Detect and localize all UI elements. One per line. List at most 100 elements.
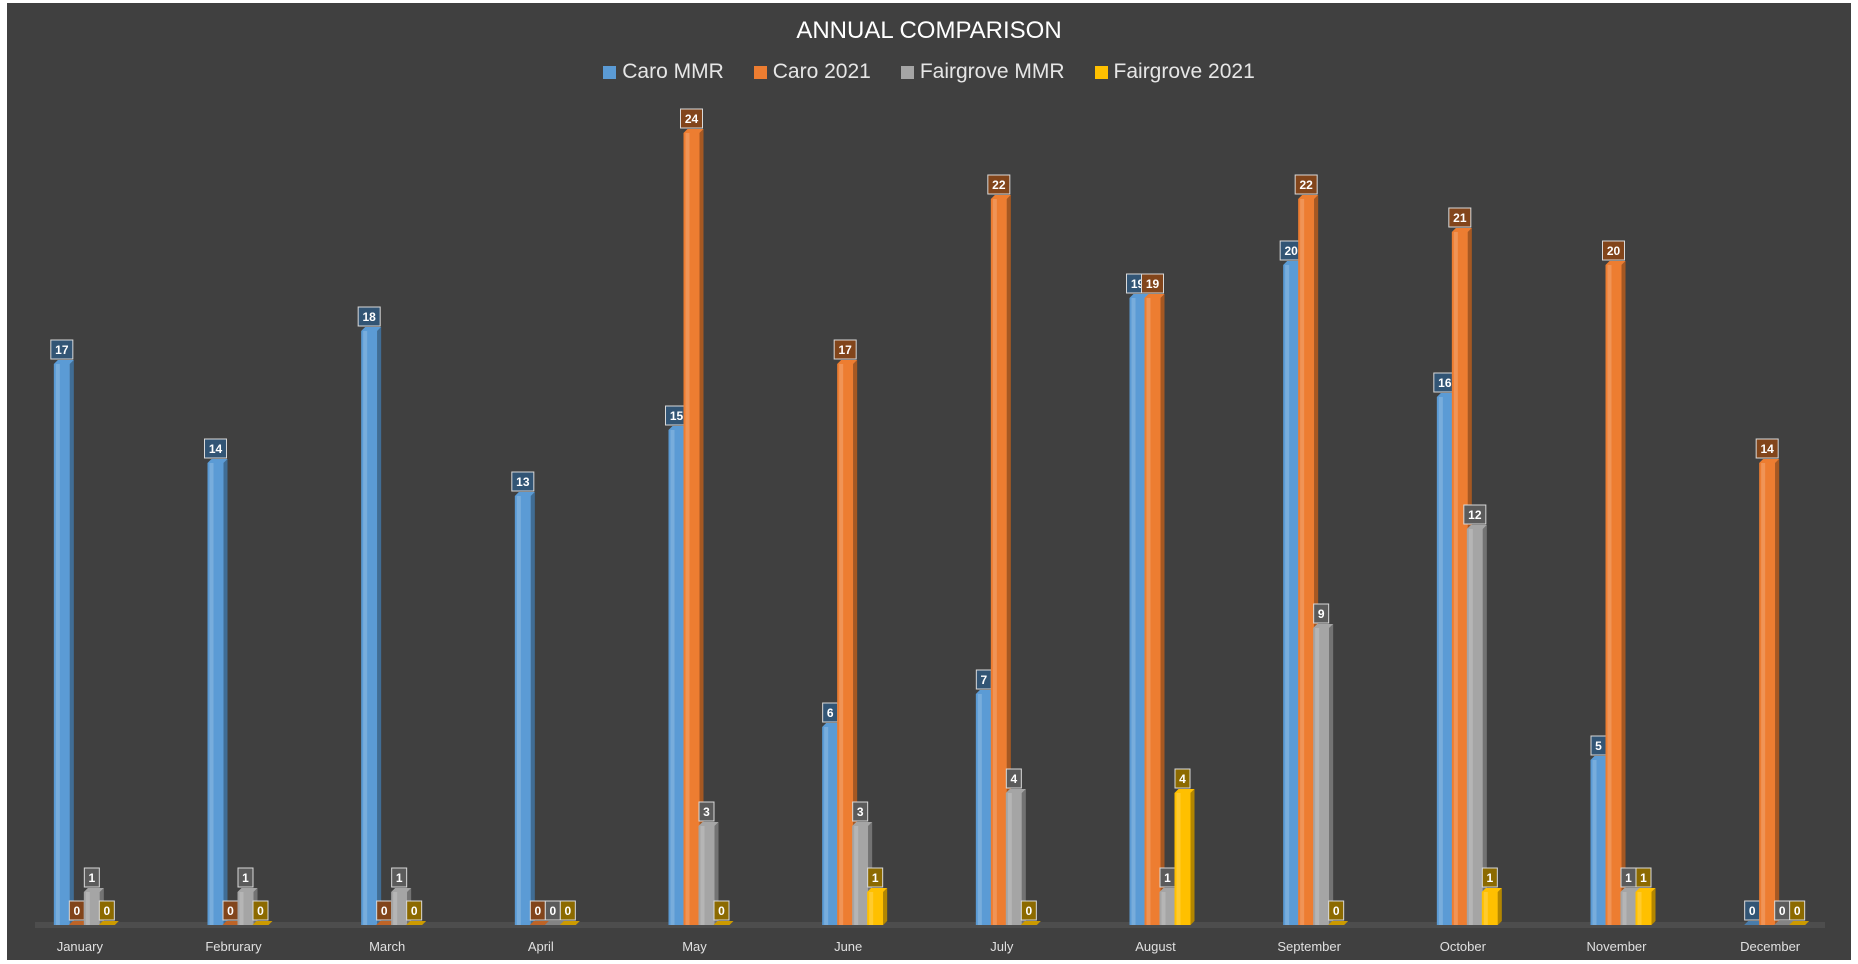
bar — [1436, 397, 1453, 925]
data-label: 0 — [549, 904, 556, 918]
bar — [1590, 760, 1607, 925]
legend-label: Caro MMR — [622, 60, 724, 83]
bar-top — [237, 888, 258, 892]
bar-side — [1482, 525, 1487, 925]
legend-swatch — [1094, 65, 1108, 79]
x-tick-label: March — [369, 939, 405, 954]
bar-highlight — [1607, 265, 1612, 925]
legend-swatch — [900, 65, 914, 79]
bar-side — [377, 327, 382, 925]
legend-entry: Caro MMR — [603, 60, 724, 84]
legend-swatch — [753, 65, 767, 79]
bar-top — [1466, 525, 1487, 529]
bar-top — [698, 822, 719, 826]
x-tick-label: June — [834, 939, 862, 954]
bar-top — [1129, 294, 1150, 298]
bar — [1298, 199, 1315, 925]
bar-highlight — [1176, 793, 1181, 925]
bar-top — [1313, 624, 1334, 628]
data-label-box — [1602, 240, 1625, 261]
bar — [1605, 265, 1622, 925]
data-label: 15 — [670, 409, 684, 423]
bar — [990, 199, 1007, 925]
data-label: 1 — [396, 871, 403, 885]
data-label-box — [1005, 768, 1022, 789]
data-label-box — [1463, 504, 1487, 525]
data-label-box — [1020, 900, 1037, 921]
data-label: 0 — [534, 904, 541, 918]
x-tick-label: August — [1135, 939, 1176, 954]
bar-highlight — [824, 727, 829, 925]
bar-top — [83, 888, 104, 892]
data-label-box — [1141, 273, 1164, 294]
data-label: 1 — [1640, 871, 1647, 885]
bar-highlight — [977, 694, 982, 925]
bar-highlight — [1468, 529, 1473, 925]
data-label: 7 — [980, 673, 987, 687]
bar-highlight — [670, 430, 675, 925]
legend: Caro MMR Caro 2021 Fairgrove MMR Fairgrove … — [7, 60, 1851, 84]
data-label: 6 — [827, 706, 834, 720]
bar — [1313, 628, 1330, 925]
bar — [822, 727, 839, 925]
data-label: 1 — [1164, 871, 1171, 885]
bar-top — [53, 360, 74, 364]
bar — [1759, 463, 1776, 925]
chart-title: ANNUAL COMPARISON — [796, 17, 1062, 44]
bar-highlight — [239, 892, 244, 925]
data-label-box — [511, 471, 535, 492]
data-label: 0 — [564, 904, 571, 918]
data-label: 0 — [257, 904, 264, 918]
bar-side — [714, 822, 719, 925]
data-label-box — [1313, 603, 1330, 624]
data-label: 0 — [1749, 904, 1756, 918]
bar-zero — [544, 921, 565, 925]
data-label: 13 — [516, 475, 530, 489]
bar-side — [69, 360, 74, 925]
bar — [1005, 793, 1022, 925]
bar-side — [223, 459, 228, 925]
bar-top — [207, 459, 228, 463]
data-label-box — [1789, 900, 1806, 921]
data-label-box — [833, 339, 857, 360]
bar-highlight — [1761, 463, 1766, 925]
data-label: 0 — [1333, 904, 1340, 918]
legend-label: Caro 2021 — [772, 60, 871, 83]
bar — [668, 430, 685, 925]
data-label: 4 — [1179, 772, 1186, 786]
bar-top — [1620, 888, 1641, 892]
bar-side — [530, 492, 535, 925]
bar-zero — [559, 921, 580, 925]
legend-label: Fairgrove MMR — [919, 60, 1065, 83]
data-label: 3 — [857, 805, 864, 819]
data-label: 17 — [838, 343, 852, 357]
bar-zero — [1789, 921, 1810, 925]
bar-highlight — [363, 331, 368, 925]
bar-highlight — [1131, 298, 1136, 925]
data-label-box — [357, 306, 381, 327]
bar-top — [1451, 228, 1472, 232]
bar-side — [1190, 789, 1195, 925]
data-label: 22 — [1299, 178, 1313, 192]
bar-top — [514, 492, 535, 496]
bar-highlight — [992, 199, 997, 925]
bar-top — [1481, 888, 1502, 892]
bar-highlight — [1300, 199, 1305, 925]
bar-top — [1635, 888, 1656, 892]
bar-highlight — [85, 892, 90, 925]
bar — [237, 892, 254, 925]
bar-highlight — [1161, 892, 1166, 925]
data-label: 0 — [73, 904, 80, 918]
bar — [1129, 298, 1146, 925]
data-label: 1 — [1486, 871, 1493, 885]
bar — [514, 496, 531, 925]
data-label: 4 — [1010, 772, 1017, 786]
bar-top — [361, 327, 382, 331]
bar-top — [1298, 195, 1319, 199]
data-label-box — [852, 801, 869, 822]
bar-highlight — [1146, 298, 1151, 925]
data-label: 20 — [1607, 244, 1621, 258]
legend-swatch — [603, 65, 617, 79]
bar-zero — [1328, 921, 1349, 925]
data-label-box — [1635, 867, 1652, 888]
